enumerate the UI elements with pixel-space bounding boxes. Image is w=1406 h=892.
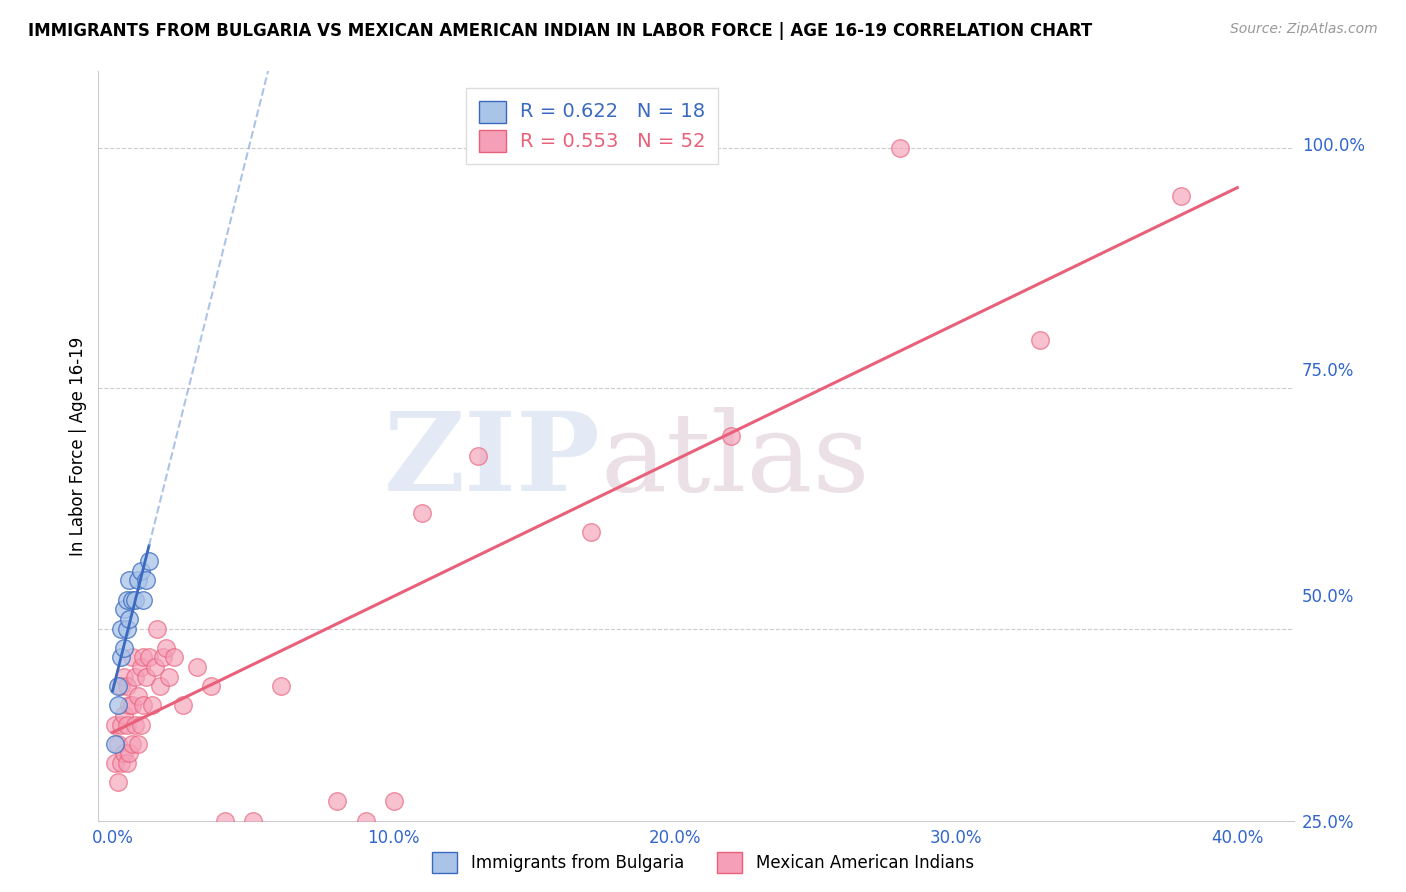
Text: IMMIGRANTS FROM BULGARIA VS MEXICAN AMERICAN INDIAN IN LABOR FORCE | AGE 16-19 C: IMMIGRANTS FROM BULGARIA VS MEXICAN AMER… bbox=[28, 22, 1092, 40]
Point bbox=[115, 592, 138, 607]
Point bbox=[242, 814, 264, 828]
Point bbox=[127, 574, 149, 588]
Point bbox=[121, 650, 143, 665]
Point bbox=[411, 506, 433, 520]
Point bbox=[127, 689, 149, 703]
Legend: R = 0.622   N = 18, R = 0.553   N = 52: R = 0.622 N = 18, R = 0.553 N = 52 bbox=[465, 88, 718, 164]
Point bbox=[135, 574, 157, 588]
Point bbox=[163, 650, 186, 665]
Point bbox=[115, 679, 138, 693]
Point bbox=[104, 717, 127, 731]
Point bbox=[115, 622, 138, 636]
Point bbox=[152, 650, 174, 665]
Point bbox=[112, 747, 135, 761]
Text: Source: ZipAtlas.com: Source: ZipAtlas.com bbox=[1230, 22, 1378, 37]
Point bbox=[112, 640, 135, 655]
Point bbox=[132, 592, 155, 607]
Point bbox=[107, 737, 129, 751]
Point bbox=[132, 650, 155, 665]
Y-axis label: In Labor Force | Age 16-19: In Labor Force | Age 16-19 bbox=[69, 336, 87, 556]
Point bbox=[112, 708, 135, 723]
Point bbox=[121, 592, 143, 607]
Point bbox=[132, 698, 155, 713]
Point bbox=[138, 554, 160, 568]
Point bbox=[149, 679, 172, 693]
Point bbox=[382, 794, 405, 808]
Point bbox=[1029, 334, 1052, 348]
Point bbox=[118, 698, 141, 713]
Point bbox=[110, 679, 132, 693]
Point bbox=[118, 574, 141, 588]
Point bbox=[129, 717, 152, 731]
Point bbox=[146, 622, 169, 636]
Point bbox=[1170, 189, 1192, 203]
Point bbox=[104, 737, 127, 751]
Point bbox=[214, 814, 236, 828]
Point bbox=[124, 717, 146, 731]
Point bbox=[118, 612, 141, 626]
Point bbox=[135, 669, 157, 683]
Point bbox=[112, 669, 135, 683]
Point bbox=[118, 747, 141, 761]
Point bbox=[115, 756, 138, 770]
Point bbox=[107, 775, 129, 789]
Text: ZIP: ZIP bbox=[384, 408, 600, 515]
Point bbox=[467, 449, 489, 463]
Point bbox=[889, 141, 911, 155]
Point bbox=[107, 679, 129, 693]
Point bbox=[354, 814, 377, 828]
Point bbox=[110, 650, 132, 665]
Point bbox=[270, 679, 292, 693]
Point bbox=[200, 679, 222, 693]
Point bbox=[186, 660, 208, 674]
Point bbox=[104, 756, 127, 770]
Point bbox=[110, 756, 132, 770]
Point bbox=[129, 564, 152, 578]
Point bbox=[107, 698, 129, 713]
Point bbox=[121, 737, 143, 751]
Point bbox=[155, 640, 177, 655]
Point bbox=[326, 794, 349, 808]
Point bbox=[141, 698, 163, 713]
Point bbox=[115, 717, 138, 731]
Point bbox=[127, 737, 149, 751]
Point bbox=[124, 669, 146, 683]
Point bbox=[720, 429, 742, 443]
Point bbox=[112, 602, 135, 616]
Point bbox=[579, 525, 602, 540]
Point bbox=[110, 622, 132, 636]
Point bbox=[157, 669, 180, 683]
Point bbox=[110, 717, 132, 731]
Point bbox=[129, 660, 152, 674]
Point bbox=[143, 660, 166, 674]
Text: atlas: atlas bbox=[600, 408, 870, 515]
Point bbox=[172, 698, 194, 713]
Point bbox=[138, 650, 160, 665]
Point bbox=[121, 698, 143, 713]
Point bbox=[124, 592, 146, 607]
Legend: Immigrants from Bulgaria, Mexican American Indians: Immigrants from Bulgaria, Mexican Americ… bbox=[426, 846, 980, 880]
